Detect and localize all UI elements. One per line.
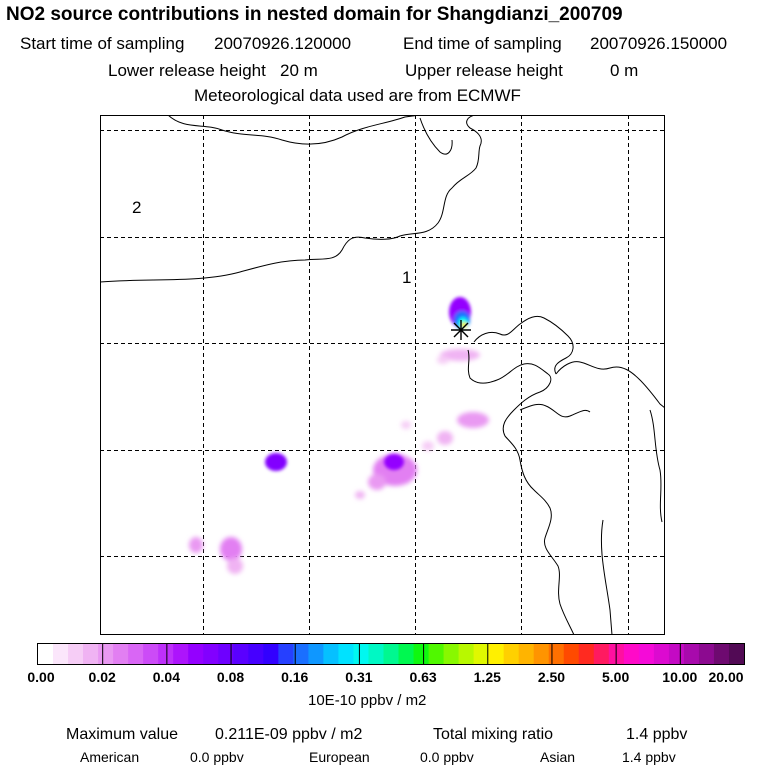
colorbar-cell [578, 644, 595, 664]
colorbar-cell [248, 644, 264, 664]
max-value: 0.211E-09 ppbv / m2 [215, 726, 363, 743]
colorbar-cell [143, 644, 159, 664]
colorbar-cell [188, 644, 204, 664]
colorbar-cell [668, 644, 685, 664]
colorbar-unit: 10E-10 ppbv / m2 [308, 692, 427, 709]
colorbar-cell [218, 644, 234, 664]
upper-release-value: 0 m [610, 61, 639, 80]
colorbar-cell [623, 644, 640, 664]
colorbar-cell [383, 644, 400, 664]
total-mixing-label: Total mixing ratio [433, 726, 554, 743]
colorbar-cell [413, 644, 430, 664]
colorbar-cell [533, 644, 550, 664]
colorbar-cell [428, 644, 445, 664]
colorbar-tick-label: 5.00 [602, 669, 630, 685]
colorbar-cell [98, 644, 114, 664]
colorbar-tick-label: 2.50 [537, 669, 566, 685]
colorbar-cell [158, 644, 174, 664]
colorbar-cell [83, 644, 99, 664]
colorbar-tick-label: 0.31 [345, 669, 373, 685]
colorbar-cell [458, 644, 475, 664]
colorbar-cell [473, 644, 490, 664]
concentration-plumes [189, 297, 489, 574]
colorbar-cell [308, 644, 325, 664]
map-gridlines [100, 115, 665, 635]
colorbar-cell [443, 644, 460, 664]
european-value: 0.0 ppbv [420, 749, 474, 765]
colorbar-cell [488, 644, 505, 664]
start-time-value: 20070926.120000 [214, 34, 352, 53]
asian-value: 1.4 ppbv [622, 749, 676, 765]
colorbar-cell [368, 644, 385, 664]
american-value: 0.0 ppbv [190, 749, 244, 765]
colorbar-cell [263, 644, 279, 664]
colorbar-cell [203, 644, 219, 664]
colorbar-cell [38, 644, 54, 664]
colorbar-cell [278, 644, 294, 664]
page-title: NO2 source contributions in nested domai… [6, 4, 623, 25]
start-time-label: Start time of sampling [20, 34, 185, 53]
colorbar-cell [233, 644, 249, 664]
colorbar-cell [518, 644, 535, 664]
colorbar-cell [503, 644, 520, 664]
colorbar-cell [323, 644, 340, 664]
map-frame [100, 115, 665, 635]
colorbar-cell [353, 644, 370, 664]
lower-release-value: 20 m [280, 61, 318, 80]
colorbar-tick-label: 10.00 [662, 669, 698, 685]
colorbar-cell [653, 644, 670, 664]
colorbar-tick-label: 0.16 [281, 669, 309, 685]
colorbar-cell [173, 644, 189, 664]
end-time-value: 20070926.150000 [590, 34, 728, 53]
max-value-label: Maximum value [66, 726, 179, 743]
upper-release-label: Upper release height [405, 61, 563, 80]
colorbar-tick-label: 20.00 [708, 669, 744, 685]
colorbar-cell [683, 644, 700, 664]
colorbar-tick-label: 0.04 [152, 669, 180, 685]
end-time-label: End time of sampling [403, 34, 562, 53]
colorbar-cell [68, 644, 84, 664]
colorbar-cell [113, 644, 129, 664]
colorbar-cell [53, 644, 69, 664]
colorbar-cell [728, 644, 745, 664]
met-data-note: Meteorological data used are from ECMWF [194, 86, 521, 105]
colorbar-cell [638, 644, 655, 664]
colorbar-tick-label: 0.08 [216, 669, 245, 685]
asterisk-icon [451, 320, 471, 340]
asian-label: Asian [540, 749, 576, 765]
total-mixing-value: 1.4 ppbv [626, 726, 688, 743]
colorbar-cell [293, 644, 309, 664]
coastlines [100, 115, 665, 635]
colorbar-cell [338, 644, 355, 664]
colorbar-cell [128, 644, 144, 664]
domain-label-1: 1 [402, 268, 412, 287]
colorbar-tick-label: 0.63 [409, 669, 437, 685]
colorbar-cell [593, 644, 610, 664]
colorbar-tick-label: 0.02 [88, 669, 116, 685]
domain-label-2: 2 [132, 198, 142, 217]
colorbar-cell [698, 644, 715, 664]
colorbar-cell [563, 644, 580, 664]
european-label: European [309, 749, 370, 765]
colorbar-cell [398, 644, 415, 664]
colorbar-tick-label: 1.25 [473, 669, 501, 685]
colorbar-tick-label: 0.00 [27, 669, 55, 685]
lower-release-label: Lower release height [108, 61, 266, 80]
colorbar-cell [713, 644, 730, 664]
american-label: American [80, 749, 140, 765]
colorbar-cell [548, 644, 565, 664]
colorbar-frame [37, 643, 745, 665]
